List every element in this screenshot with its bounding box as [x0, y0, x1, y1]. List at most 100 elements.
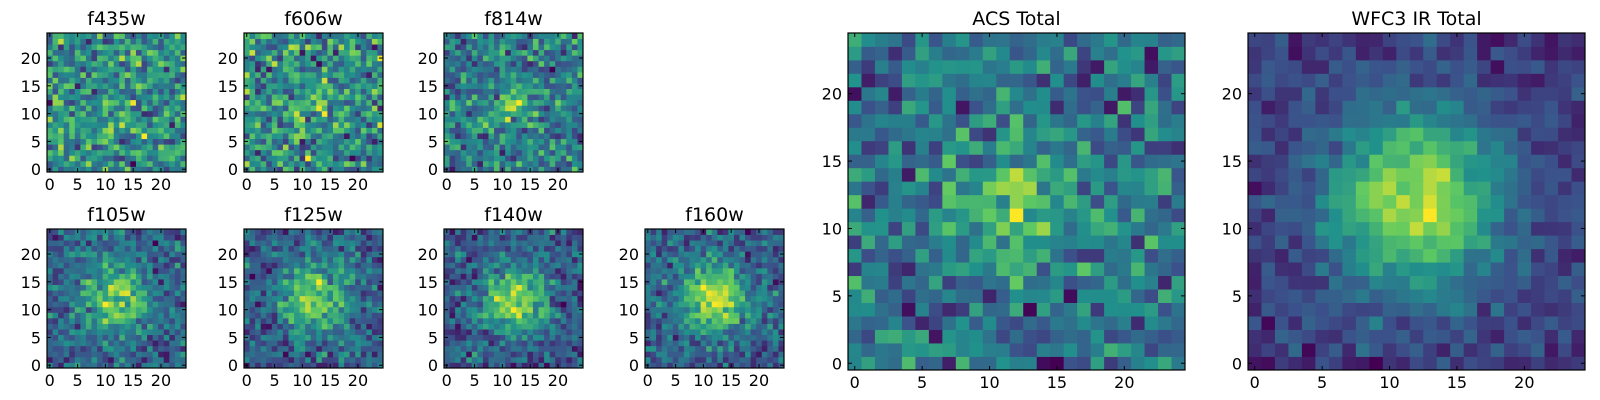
heatmap-cell — [63, 77, 70, 84]
heatmap-cell — [1063, 329, 1078, 344]
heatmap-cell — [294, 290, 300, 297]
heatmap-cell — [505, 295, 512, 302]
heatmap-cell — [277, 138, 284, 145]
heatmap-cell — [108, 138, 115, 145]
heatmap-cell — [344, 290, 351, 297]
heatmap-cell — [69, 88, 76, 95]
heatmap-cell — [571, 240, 578, 247]
heatmap-cell — [915, 154, 930, 169]
heatmap-cell — [745, 329, 752, 336]
heatmap-cell — [52, 295, 59, 302]
heatmap-cell — [344, 133, 351, 140]
heatmap-cell — [344, 317, 351, 324]
heatmap-cell — [560, 55, 567, 62]
y-tick-label: 5 — [629, 328, 639, 347]
heatmap-cell — [739, 284, 746, 291]
heatmap-cell — [360, 149, 367, 156]
heatmap-cell — [678, 329, 685, 336]
heatmap-cell — [778, 323, 785, 330]
heatmap-cell — [158, 94, 165, 101]
heatmap-cell — [901, 167, 916, 182]
heatmap-cell — [260, 133, 267, 140]
heatmap-cell — [294, 317, 300, 324]
heatmap-cell — [47, 256, 53, 263]
heatmap-cell — [163, 110, 170, 117]
heatmap-cell — [678, 334, 685, 341]
heatmap-cell — [58, 356, 65, 363]
heatmap-cell — [344, 279, 351, 285]
heatmap-cell — [767, 295, 774, 302]
heatmap-cell — [299, 256, 306, 263]
heatmap-cell — [996, 275, 1011, 290]
heatmap-cell — [271, 116, 278, 123]
heatmap-cell — [244, 234, 250, 241]
heatmap-cell — [650, 267, 657, 274]
heatmap-cell — [761, 306, 768, 313]
heatmap-cell — [955, 275, 970, 290]
heatmap-cell — [310, 88, 317, 95]
heatmap-cell — [299, 251, 306, 258]
heatmap-cell — [722, 245, 729, 252]
heatmap-cell — [366, 121, 373, 128]
heatmap-cell — [266, 144, 273, 151]
heatmap-cell — [344, 49, 351, 56]
heatmap-cell — [915, 302, 930, 317]
heatmap-cell — [466, 256, 473, 263]
heatmap-cell — [571, 121, 578, 128]
heatmap-cell — [80, 155, 87, 162]
heatmap-cell — [74, 306, 81, 313]
heatmap-cell — [294, 155, 300, 162]
heatmap-cell — [527, 301, 534, 308]
heatmap-cell — [571, 245, 578, 252]
heatmap-cell — [141, 144, 148, 151]
heatmap-cell — [942, 248, 957, 263]
heatmap-cell — [249, 290, 256, 297]
heatmap-cell — [321, 94, 328, 101]
heatmap-cell — [549, 66, 556, 73]
heatmap-cell — [158, 121, 165, 128]
heatmap-cell — [141, 149, 148, 156]
heatmap-cell — [521, 340, 528, 347]
heatmap-cell — [97, 149, 103, 156]
heatmap-cell — [310, 33, 317, 39]
heatmap-cell — [667, 262, 674, 269]
heatmap-cell — [327, 38, 334, 45]
heatmap-cell — [299, 240, 306, 247]
heatmap-cell — [169, 317, 176, 324]
heatmap-cell — [444, 71, 450, 78]
heatmap-cell — [650, 351, 657, 358]
heatmap-cell — [169, 340, 176, 347]
heatmap-cell — [260, 127, 267, 134]
heatmap-cell — [982, 167, 997, 182]
heatmap-cell — [277, 77, 284, 84]
heatmap-cell — [521, 267, 528, 274]
heatmap-cell — [288, 312, 295, 319]
heatmap-cell — [321, 33, 328, 39]
heatmap-cell — [778, 234, 785, 241]
heatmap-cell — [527, 273, 534, 280]
heatmap-cell — [538, 279, 545, 285]
heatmap-cell — [332, 88, 339, 95]
heatmap-cell — [316, 312, 323, 319]
heatmap-cell — [661, 345, 668, 352]
heatmap-cell — [672, 312, 679, 319]
heatmap-cell — [477, 245, 484, 252]
heatmap-cell — [527, 116, 534, 123]
heatmap-cell — [63, 356, 70, 363]
heatmap-cell — [74, 144, 81, 151]
heatmap-cell — [510, 234, 517, 241]
heatmap-cell — [119, 160, 126, 167]
heatmap-cell — [97, 323, 103, 330]
heatmap-cell — [555, 127, 562, 134]
heatmap-cell — [244, 60, 250, 67]
heatmap-cell — [466, 240, 473, 247]
heatmap-cell — [174, 110, 181, 117]
heatmap-cell — [158, 301, 165, 308]
heatmap-cell — [471, 94, 478, 101]
heatmap-cell — [700, 267, 707, 274]
heatmap-cell — [97, 329, 103, 336]
heatmap-cell — [377, 121, 384, 128]
heatmap-cell — [119, 290, 126, 297]
heatmap-cell — [310, 245, 317, 252]
heatmap-cell — [661, 295, 668, 302]
